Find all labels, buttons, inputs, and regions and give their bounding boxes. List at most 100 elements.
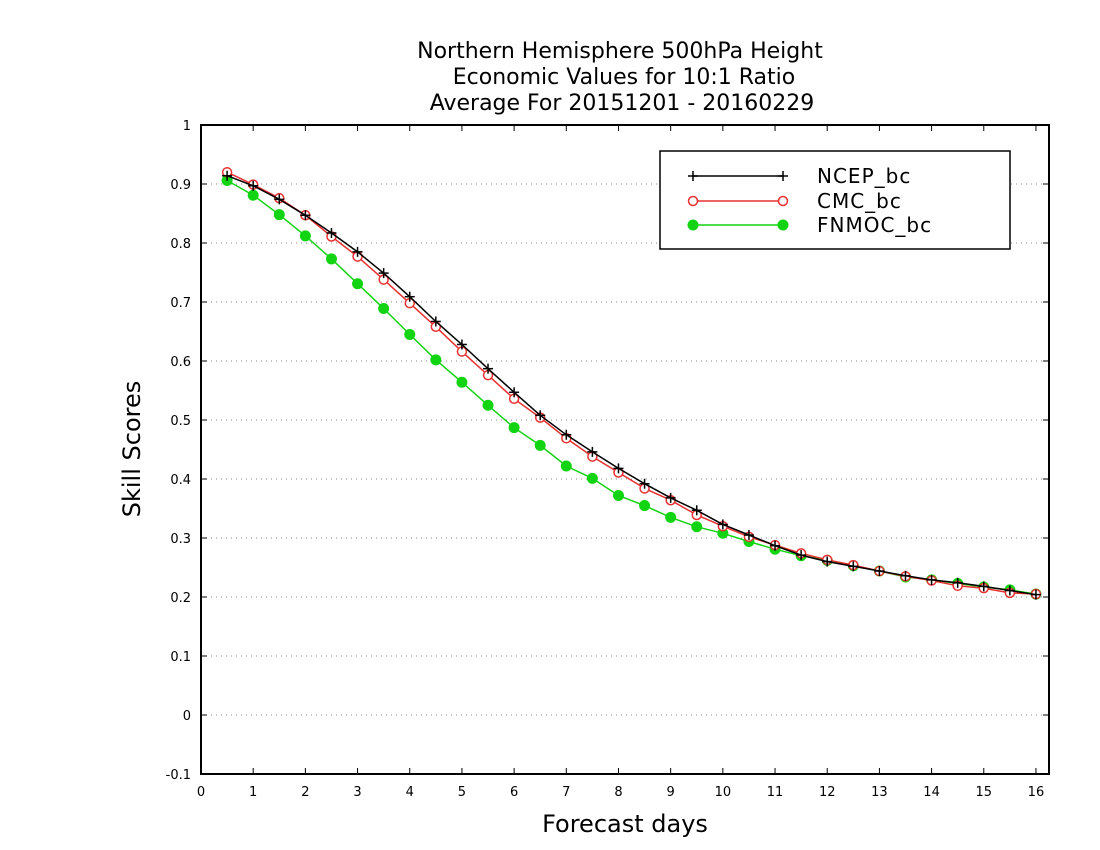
data-point-fnmoc-bc	[534, 439, 546, 451]
y-axis-label: Skill Scores	[118, 381, 146, 518]
legend-marker	[777, 195, 789, 207]
y-axis: -0.1 0 0.1 0.2 0.3 0.4 0.5 0.6 0.7 0.8 0.9 1	[166, 119, 1049, 783]
data-point-ncep-bc	[900, 570, 911, 581]
x-tick-label: 6	[510, 785, 518, 800]
x-tick-label: 4	[406, 785, 414, 800]
legend-marker	[688, 171, 698, 181]
data-point-fnmoc-bc	[586, 472, 598, 484]
data-point-ncep-bc	[665, 492, 676, 503]
data-point-ncep-bc	[300, 210, 311, 221]
y-tick-label: 0.7	[170, 296, 191, 311]
data-point-fnmoc-bc	[456, 376, 468, 388]
x-tick-label: 2	[301, 785, 309, 800]
legend-label: NCEP_bc	[817, 164, 911, 188]
data-point-ncep-bc	[926, 574, 937, 585]
x-tick-label: 16	[1028, 785, 1045, 800]
data-point-ncep-bc	[430, 316, 441, 327]
x-tick-label: 11	[767, 785, 784, 800]
series-line-ncep-bc	[226, 175, 1037, 596]
data-point-fnmoc-bc	[378, 302, 390, 314]
legend-marker	[778, 171, 788, 181]
data-point-fnmoc-bc	[612, 490, 624, 502]
data-point-ncep-bc	[770, 540, 781, 551]
y-tick-label: 0.9	[170, 178, 191, 193]
legend-box	[659, 150, 1011, 250]
y-tick-label: 0.5	[170, 414, 191, 429]
x-axis-label: Forecast days	[542, 810, 708, 838]
data-point-fnmoc-bc	[639, 500, 651, 512]
data-point-fnmoc-bc	[299, 230, 311, 242]
x-tick-label: 12	[819, 785, 836, 800]
x-tick-label: 1	[249, 785, 257, 800]
data-point-ncep-bc	[822, 556, 833, 567]
y-tick-label: 0	[183, 709, 191, 724]
y-tick-label: 1	[183, 119, 191, 134]
data-point-ncep-bc	[509, 387, 520, 398]
data-point-ncep-bc	[587, 446, 598, 457]
data-point-ncep-bc	[978, 581, 989, 592]
data-point-ncep-bc	[691, 505, 702, 516]
x-tick-label: 7	[562, 785, 570, 800]
data-point-fnmoc-bc	[430, 354, 442, 366]
y-tick-label: 0.1	[170, 650, 191, 665]
x-tick-label: 10	[715, 785, 732, 800]
x-tick-label: 9	[667, 785, 675, 800]
data-point-ncep-bc	[326, 227, 337, 238]
data-point-fnmoc-bc	[665, 511, 677, 523]
x-tick-label: 3	[353, 785, 361, 800]
y-tick-label: 0.2	[170, 591, 191, 606]
data-point-ncep-bc	[613, 463, 624, 474]
x-tick-label: 14	[923, 785, 940, 800]
legend-marker	[777, 219, 789, 231]
data-point-ncep-bc	[404, 291, 415, 302]
data-point-ncep-bc	[1030, 589, 1041, 600]
data-point-fnmoc-bc	[482, 399, 494, 411]
x-tick-label: 13	[871, 785, 888, 800]
data-point-fnmoc-bc	[691, 521, 703, 533]
y-tick-label: 0.8	[170, 237, 191, 252]
legend-item-cmc-bc: CMC_bc	[687, 189, 902, 213]
data-point-ncep-bc	[717, 519, 728, 530]
y-tick-label: 0.4	[170, 473, 191, 488]
data-point-ncep-bc	[561, 429, 572, 440]
legend-marker	[687, 195, 699, 207]
data-point-ncep-bc	[848, 561, 859, 572]
data-point-fnmoc-bc	[352, 278, 364, 290]
data-point-ncep-bc	[639, 478, 650, 489]
data-point-ncep-bc	[535, 410, 546, 421]
data-point-ncep-bc	[796, 550, 807, 561]
x-tick-label: 0	[197, 785, 205, 800]
series-layer	[221, 166, 1042, 600]
series-ncep-bc	[222, 170, 1041, 600]
data-point-fnmoc-bc	[560, 460, 572, 472]
data-point-ncep-bc	[352, 246, 363, 257]
plot-frame	[200, 124, 1050, 775]
data-point-ncep-bc	[378, 268, 389, 279]
x-tick-label: 15	[975, 785, 992, 800]
y-tick-label: 0.3	[170, 532, 191, 547]
chart-title: Northern Hemisphere 500hPa Height Econom…	[417, 39, 823, 116]
y-tick-label: -0.1	[166, 768, 191, 783]
data-point-ncep-bc	[483, 363, 494, 374]
y-tick-label: 0.6	[170, 355, 191, 370]
data-point-ncep-bc	[274, 194, 285, 205]
x-tick-label: 5	[458, 785, 466, 800]
legend-item-fnmoc-bc: FNMOC_bc	[687, 213, 932, 237]
title-line-3: Average For 20151201 - 20160229	[430, 91, 815, 116]
grid	[201, 183, 1049, 716]
data-point-ncep-bc	[222, 170, 233, 181]
legend-marker	[687, 219, 699, 231]
x-tick-label: 8	[614, 785, 622, 800]
legend-label: FNMOC_bc	[817, 213, 932, 237]
data-point-ncep-bc	[743, 530, 754, 541]
legend-label: CMC_bc	[817, 189, 902, 213]
x-axis: 0 1 2 3 4 5 6 7 8 9 10 11 12 13 14 15 16	[197, 125, 1044, 800]
data-point-fnmoc-bc	[247, 189, 259, 201]
data-point-fnmoc-bc	[273, 209, 285, 221]
legend-item-ncep-bc: NCEP_bc	[688, 164, 911, 188]
data-point-fnmoc-bc	[325, 253, 337, 265]
data-point-ncep-bc	[874, 566, 885, 577]
data-point-ncep-bc	[952, 577, 963, 588]
